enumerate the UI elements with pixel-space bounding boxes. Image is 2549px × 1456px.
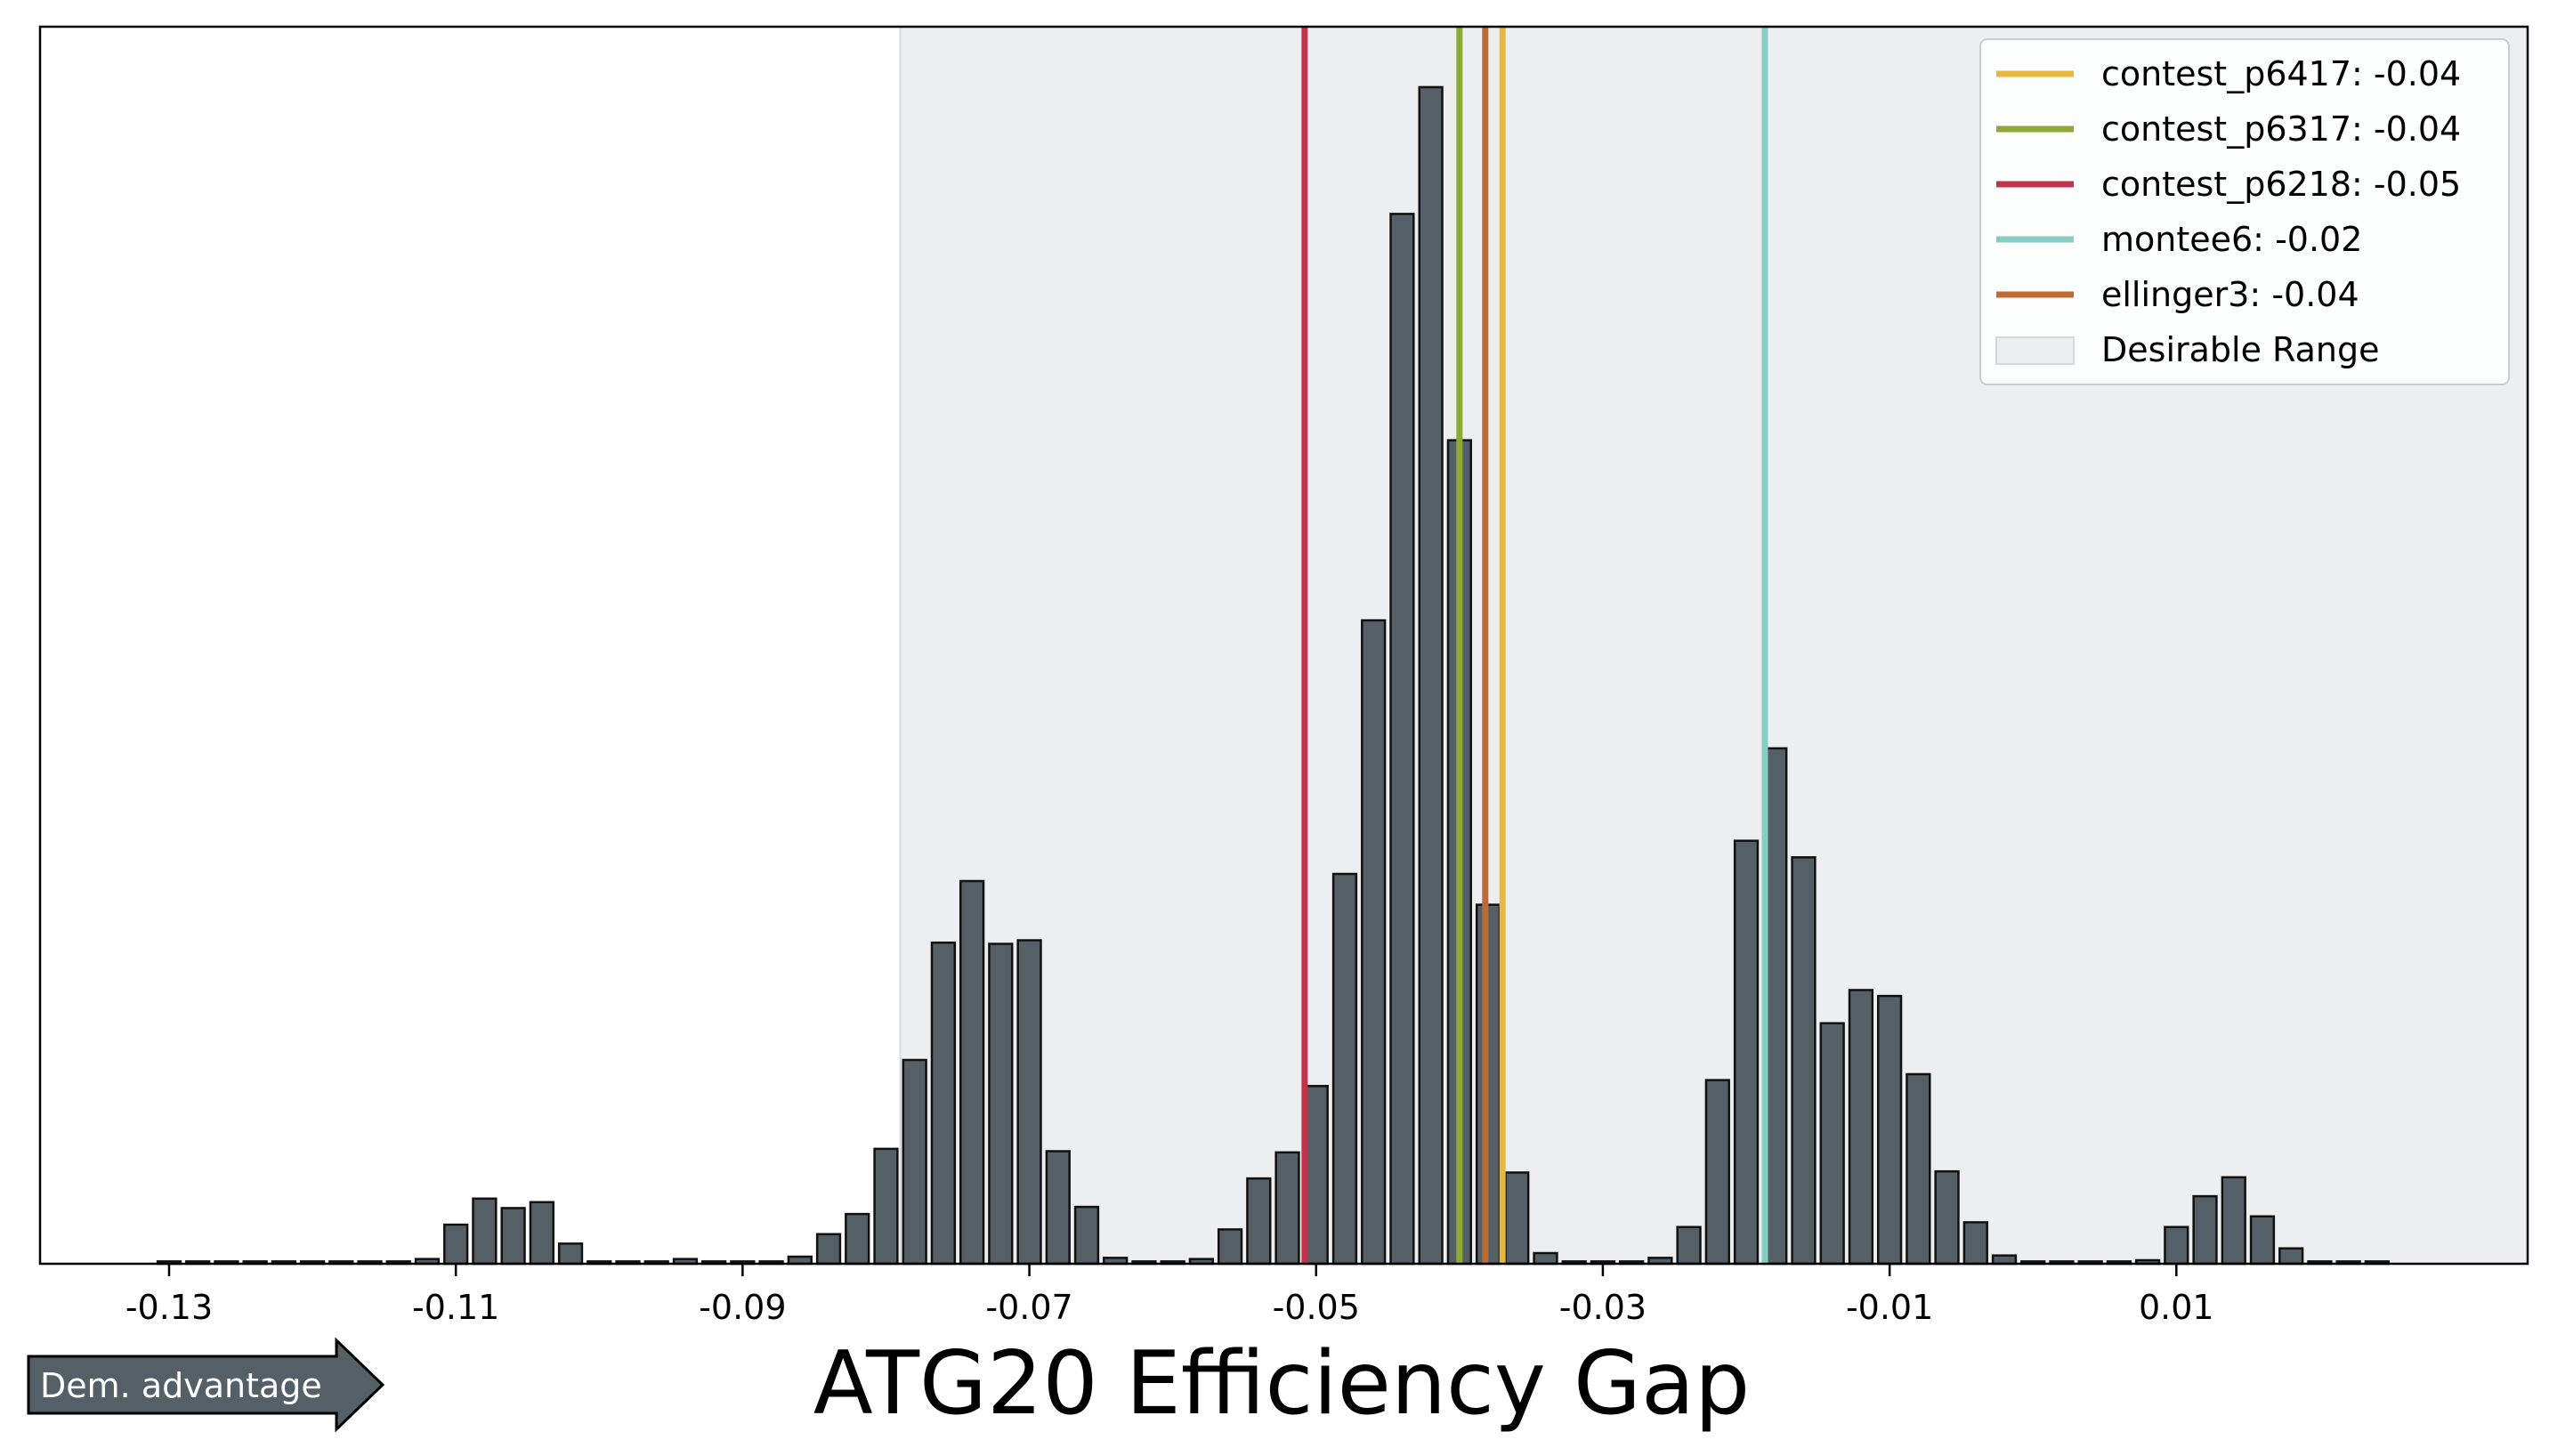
histogram-bar (1073, 1205, 1100, 1266)
histogram-bar (930, 941, 957, 1266)
histogram-bar (988, 942, 1014, 1266)
histogram-bar (557, 1242, 584, 1266)
histogram-bar (1848, 989, 1874, 1266)
x-axis-label: ATG20 Efficiency Gap (813, 1333, 1751, 1435)
legend-swatch-desirable-range (1995, 336, 2075, 365)
histogram-bar (2249, 1215, 2276, 1266)
histogram-bar (1331, 872, 1358, 1266)
reference-lines (1301, 27, 1768, 1264)
histogram-bar (1303, 1085, 1329, 1266)
x-tick-label: -0.11 (412, 1288, 499, 1327)
histogram-bar (1819, 1022, 1845, 1266)
histogram-bar (2192, 1194, 2218, 1266)
legend-label-desirable-range: Desirable Range (2101, 330, 2379, 369)
histogram-bar (1246, 1177, 1272, 1266)
histogram-bar (1876, 994, 1903, 1266)
legend-label-contest-p6417: contest_p6417: -0.04 (2101, 54, 2461, 93)
histogram-bar (1504, 1171, 1530, 1266)
histogram-bar (472, 1197, 498, 1266)
legend-label-ellinger3: ellinger3: -0.04 (2101, 275, 2359, 314)
x-tick-label: 0.01 (2139, 1288, 2214, 1327)
histogram-bar (2221, 1176, 2246, 1266)
x-tick-label: -0.07 (985, 1288, 1072, 1327)
histogram-bar (1418, 85, 1444, 1266)
legend-box (1979, 38, 2510, 385)
x-tick-label: -0.13 (125, 1288, 213, 1327)
x-tick-label: -0.03 (1559, 1288, 1647, 1327)
dem-advantage-arrow: Dem. advantage (27, 1337, 385, 1433)
histogram-bar (500, 1207, 526, 1266)
legend-label-montee6: montee6: -0.02 (2101, 220, 2362, 259)
x-tick-label: -0.05 (1273, 1288, 1360, 1327)
histogram-bar (1676, 1225, 1702, 1266)
histogram-bar (1016, 939, 1042, 1266)
histogram-bar (1934, 1169, 1960, 1266)
arrow-right-icon (27, 1337, 385, 1433)
histogram-bar (1274, 1151, 1300, 1266)
axes-frame (38, 25, 2529, 1266)
histogram-bar (1906, 1072, 1931, 1266)
histogram-bar (2164, 1225, 2189, 1266)
x-tick-label: -0.01 (1846, 1288, 1933, 1327)
histogram-bar (1217, 1228, 1243, 1266)
histogram-bar (1045, 1150, 1071, 1266)
histogram-bar (443, 1223, 469, 1266)
histogram-bar (873, 1147, 899, 1266)
histogram-bar (1361, 619, 1387, 1266)
x-tick-label: -0.09 (699, 1288, 786, 1327)
histogram-bar (959, 879, 985, 1266)
histogram-bar (1389, 213, 1415, 1266)
histogram-bar (1704, 1079, 1730, 1266)
x-axis-ticks: -0.13 -0.11 -0.09 -0.07 -0.05 -0.03 -0.01 0.01 (125, 1264, 2214, 1327)
histogram-bar (815, 1233, 842, 1266)
legend: contest_p6417: -0.04 contest_p6317: -0.04… (1979, 38, 2510, 385)
dem-advantage-label: Dem. advantage (40, 1366, 322, 1405)
histogram-bar (1791, 856, 1817, 1266)
histogram-bar (1962, 1221, 1988, 1266)
legend-label-contest-p6218: contest_p6218: -0.05 (2101, 165, 2461, 204)
histogram-bar (1991, 1254, 2018, 1266)
histogram-bar (902, 1058, 927, 1266)
histogram-bar (529, 1201, 554, 1266)
histogram-bar (1533, 1251, 1558, 1266)
histogram-bar (2278, 1247, 2304, 1266)
legend-label-contest-p6317: contest_p6317: -0.04 (2101, 109, 2461, 149)
histogram-bar (1733, 839, 1760, 1266)
histogram-bar (845, 1212, 870, 1266)
